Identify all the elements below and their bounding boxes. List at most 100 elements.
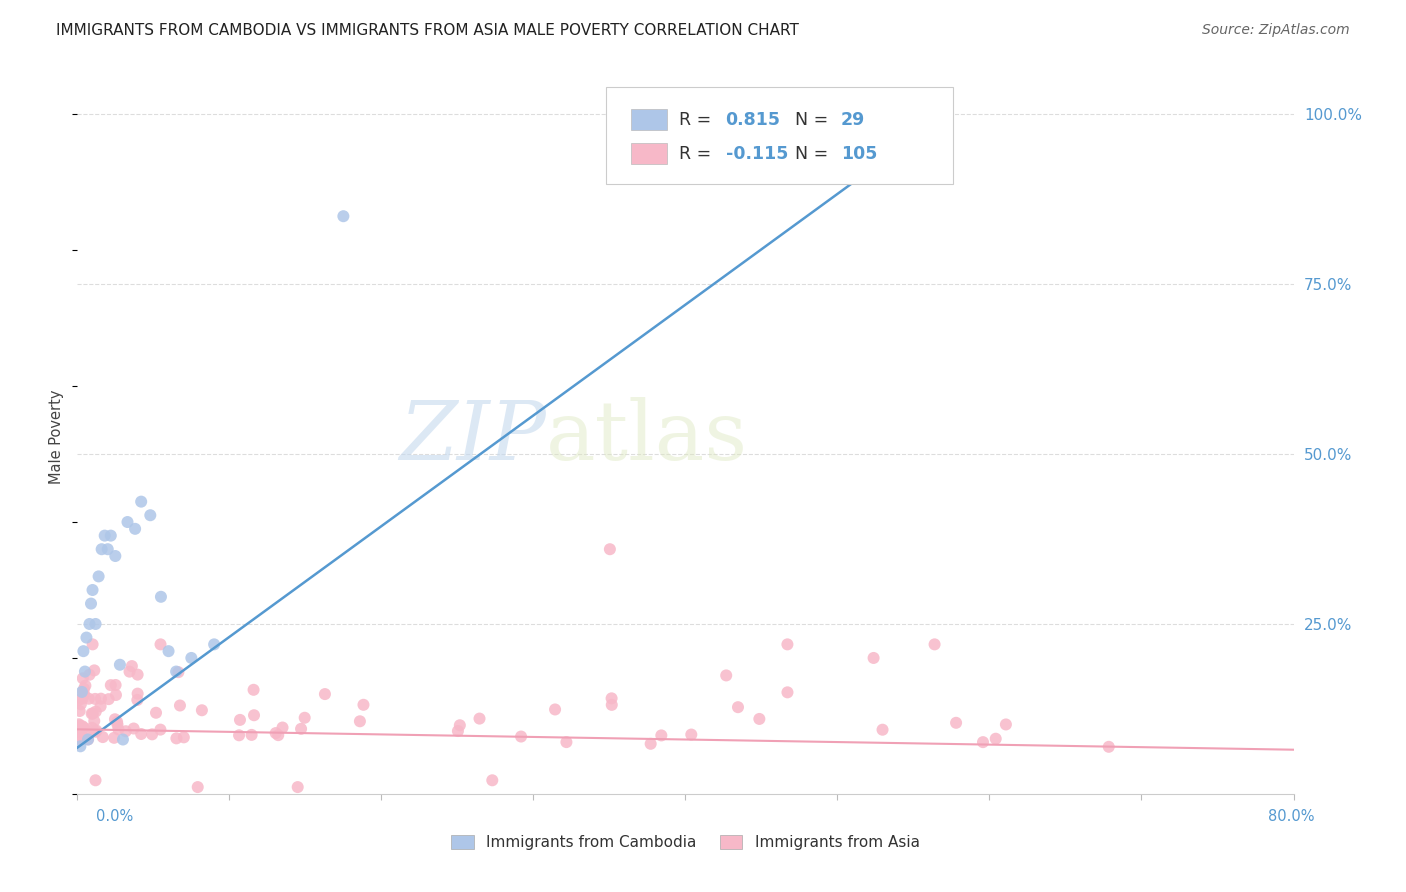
Text: R =: R = (679, 111, 717, 128)
Point (87, 569, 110, 583)
Point (75, 731, 97, 746)
Text: 29: 29 (841, 111, 865, 128)
Point (73, 665, 96, 679)
Point (104, 549, 127, 563)
Point (72, 721, 94, 735)
Text: N =: N = (794, 145, 834, 162)
Point (117, 515, 139, 529)
Point (167, 665, 190, 680)
Point (77, 724, 100, 739)
Point (82, 721, 104, 735)
Point (67, 731, 90, 746)
Point (202, 637, 225, 651)
Point (97, 542, 120, 557)
Point (229, 713, 252, 727)
Point (114, 724, 136, 739)
Point (122, 722, 145, 736)
Point (267, 728, 290, 742)
Point (141, 727, 163, 741)
Point (600, 691, 623, 706)
Point (353, 698, 375, 712)
Point (72, 691, 94, 706)
Text: 80.0%: 80.0% (1268, 809, 1315, 824)
Point (90, 691, 112, 706)
Point (544, 702, 567, 716)
Point (481, 773, 503, 788)
Point (104, 688, 127, 702)
Point (90, 699, 112, 714)
Point (228, 728, 250, 742)
Point (84, 705, 107, 719)
Point (82, 582, 104, 597)
Point (67, 725, 90, 739)
Point (1098, 739, 1121, 754)
Point (349, 714, 371, 729)
Point (80, 706, 103, 721)
Point (97, 692, 120, 706)
Point (67, 731, 90, 746)
Point (468, 712, 491, 726)
Point (903, 107, 925, 121)
Point (70, 685, 93, 699)
Point (84, 692, 107, 706)
Point (149, 590, 172, 604)
Text: Source: ZipAtlas.com: Source: ZipAtlas.com (1202, 23, 1350, 37)
Point (107, 717, 129, 731)
Legend: Immigrants from Cambodia, Immigrants from Asia: Immigrants from Cambodia, Immigrants fro… (443, 827, 928, 857)
Point (82, 637, 104, 651)
Point (332, 209, 354, 223)
Point (103, 731, 125, 745)
FancyBboxPatch shape (631, 109, 668, 130)
Point (243, 708, 266, 723)
Point (716, 668, 738, 682)
Point (555, 735, 578, 749)
Text: atlas: atlas (546, 397, 748, 477)
Point (287, 780, 309, 794)
Point (681, 727, 703, 741)
Point (127, 693, 149, 707)
Point (129, 494, 152, 508)
Point (872, 723, 894, 737)
Point (104, 712, 127, 726)
Point (242, 682, 264, 697)
Point (149, 637, 172, 651)
Text: 0.0%: 0.0% (96, 809, 132, 824)
Point (776, 637, 799, 651)
Point (169, 698, 191, 713)
Point (748, 712, 770, 726)
Point (157, 644, 180, 658)
Point (69, 704, 91, 718)
Point (105, 714, 128, 729)
Point (984, 731, 1007, 746)
Point (77, 691, 100, 706)
Point (108, 657, 131, 672)
Point (77, 732, 100, 747)
Point (90, 542, 112, 557)
Point (67, 693, 90, 707)
Point (640, 737, 662, 751)
Point (600, 698, 623, 712)
Point (187, 780, 209, 794)
Point (100, 678, 122, 692)
Point (127, 687, 149, 701)
Point (240, 728, 263, 742)
Point (510, 730, 533, 744)
Point (77, 732, 100, 747)
Point (72, 685, 94, 699)
Point (972, 735, 994, 749)
Point (121, 659, 143, 673)
Point (67, 717, 90, 731)
Point (994, 717, 1017, 731)
Point (70, 725, 93, 739)
Point (80, 597, 103, 611)
Point (776, 685, 799, 699)
Text: -0.115: -0.115 (725, 145, 787, 162)
Point (145, 706, 167, 720)
Point (447, 724, 470, 739)
Point (650, 728, 672, 742)
Point (290, 722, 312, 736)
Point (75, 631, 97, 645)
Point (82, 706, 104, 721)
Point (104, 678, 127, 692)
Point (314, 687, 336, 701)
